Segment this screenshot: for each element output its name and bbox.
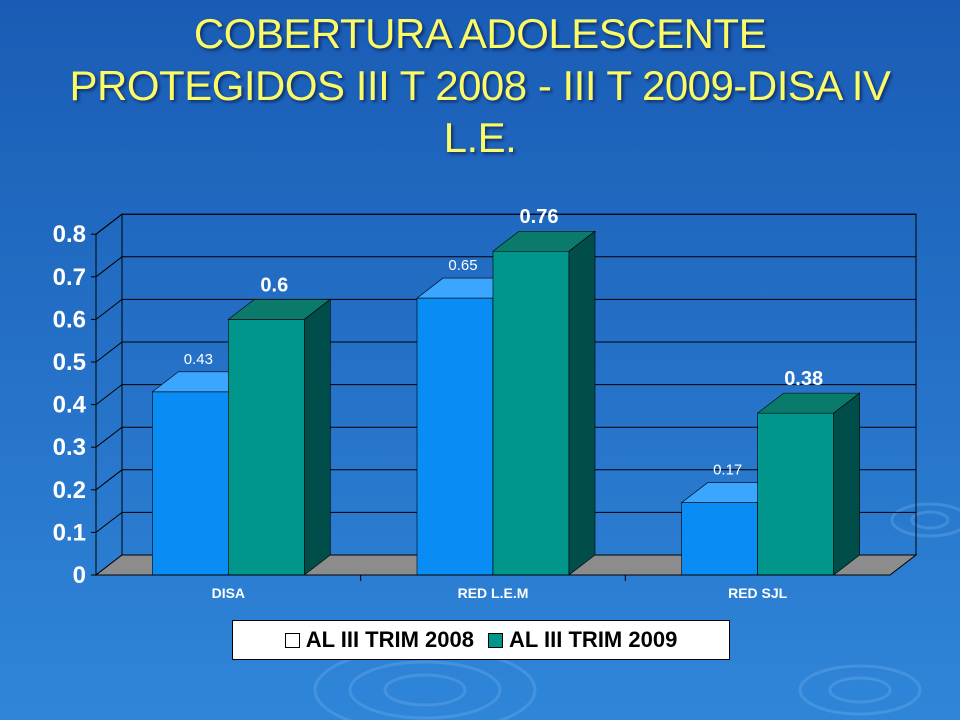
y-tick-label: 0.8: [53, 221, 86, 248]
gridline: [95, 469, 916, 491]
bar-front: [492, 250, 570, 576]
bar-2009: [756, 392, 861, 576]
y-tick-label: 0.1: [53, 519, 86, 546]
bar-front: [152, 391, 229, 576]
gridline: [95, 511, 916, 533]
gridline: [95, 298, 916, 320]
legend-swatch-2008: [284, 632, 300, 648]
gridline: [95, 341, 916, 363]
data-label: 0.65: [448, 257, 477, 274]
gridline: [95, 426, 916, 448]
y-tick-label: 0.4: [53, 392, 87, 419]
data-label: 0.43: [184, 351, 213, 368]
legend-label-2009: AL III TRIM 2009: [509, 627, 678, 652]
bar-front: [681, 502, 758, 576]
slide-title: COBERTURA ADOLESCENTE PROTEGIDOS III T 2…: [69, 10, 891, 161]
data-labels: 0.43 0.6 0.65 0.76 0.17 0.38: [184, 206, 823, 478]
legend-item-2008: AL III TRIM 2008: [284, 627, 474, 653]
data-label: 0.17: [713, 462, 742, 479]
bar-front: [416, 297, 494, 576]
bar-2009: [492, 230, 596, 576]
legend-item-2009: AL III TRIM 2009: [488, 627, 677, 653]
data-label: 0.76: [520, 206, 559, 228]
legend-label-2008: AL III TRIM 2008: [305, 627, 474, 652]
gridline: [95, 256, 916, 278]
y-tick-label: 0.7: [53, 264, 86, 291]
y-tick-label: 0.5: [53, 349, 86, 376]
y-tick-label: 0.2: [53, 477, 86, 504]
chart-bars: [151, 230, 861, 576]
data-label: 0.6: [260, 274, 288, 296]
bar-front: [228, 319, 305, 576]
chart-legend: AL III TRIM 2008 AL III TRIM 2009: [232, 620, 730, 660]
gridline: [95, 384, 916, 405]
chart-gridlines: [95, 213, 916, 533]
bar-front: [757, 412, 834, 576]
y-tick-label: 0: [73, 562, 86, 589]
y-axis: 0 0.1 0.2 0.3 0.4 0.5 0.6 0.7 0.8: [53, 221, 97, 589]
y-tick-label: 0.6: [53, 306, 86, 333]
bar-side: [833, 392, 860, 576]
x-tick-label: RED SJL: [728, 585, 788, 601]
y-tick-label: 0.3: [53, 434, 86, 461]
x-tick-label: DISA: [212, 585, 245, 601]
x-tick-label: RED L.E.M: [458, 585, 529, 601]
bar-side: [568, 230, 596, 576]
x-axis: DISA RED L.E.M RED SJL: [96, 574, 890, 601]
bar-side: [304, 298, 331, 576]
data-label: 0.38: [784, 368, 823, 390]
gridline: [95, 213, 916, 235]
bar-2009: [227, 298, 332, 576]
legend-swatch-2009: [488, 632, 503, 648]
